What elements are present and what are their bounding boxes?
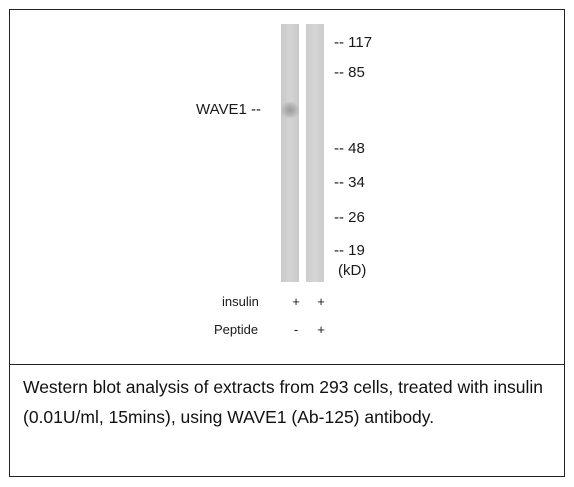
- marker-19: -- 19: [334, 242, 365, 259]
- marker-48: -- 48: [334, 140, 365, 157]
- blot-lane-1: [281, 24, 299, 282]
- insulin-lane1-sign: +: [292, 294, 300, 309]
- protein-label: WAVE1 --: [196, 101, 262, 118]
- row-label-insulin: insulin: [222, 294, 259, 309]
- marker-unit: (kD): [338, 262, 367, 279]
- marker-117: -- 117: [334, 34, 373, 51]
- peptide-lane1-sign: -: [293, 322, 299, 337]
- insulin-lane2-sign: +: [317, 294, 325, 309]
- marker-34: -- 34: [334, 174, 365, 191]
- figure-caption: Western blot analysis of extracts from 2…: [23, 377, 544, 427]
- row-label-peptide: Peptide: [214, 322, 259, 337]
- blot-lane-2: [306, 24, 324, 282]
- peptide-lane2-sign: +: [317, 322, 325, 337]
- marker-85: -- 85: [334, 64, 365, 81]
- marker-26: -- 26: [334, 209, 365, 226]
- figure-frame: WAVE1 -- -- 117 -- 85 -- 48 -- 34 -- 26 …: [9, 9, 565, 477]
- western-blot-figure: WAVE1 -- -- 117 -- 85 -- 48 -- 34 -- 26 …: [10, 10, 564, 365]
- wave1-band: [281, 102, 299, 118]
